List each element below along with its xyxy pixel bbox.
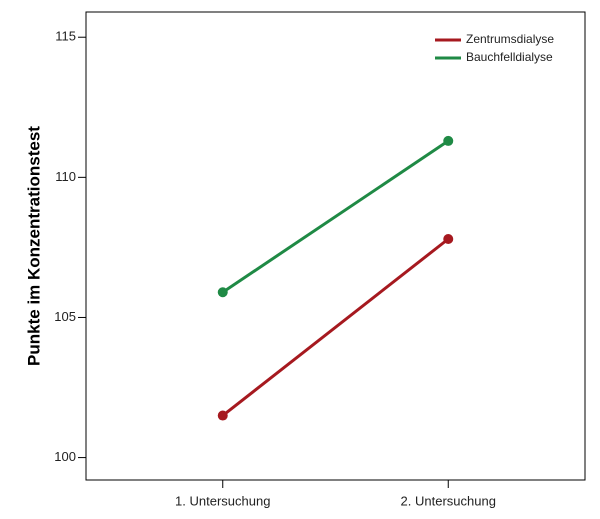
legend-label: Zentrumsdialyse — [466, 32, 554, 46]
point — [217, 410, 228, 421]
x-tick-label: 1. Untersuchung — [175, 493, 270, 508]
y-axis-title: Punkte im Konzentrationstest — [24, 126, 43, 366]
plot-frame — [85, 11, 586, 481]
y-tick-label: 110 — [55, 169, 76, 184]
point — [443, 233, 454, 244]
point — [443, 135, 454, 146]
point — [217, 287, 228, 298]
legend-label: Bauchfelldialyse — [466, 50, 553, 64]
series-line — [221, 237, 450, 417]
series-line — [221, 139, 450, 294]
x-tick-label: 2. Untersuchung — [401, 493, 496, 508]
y-tick-label: 105 — [54, 309, 76, 324]
legend: Zentrumsdialyse Bauchfelldialyse — [435, 32, 554, 64]
y-tick-label: 115 — [55, 29, 76, 44]
y-tick-label: 100 — [54, 449, 76, 464]
